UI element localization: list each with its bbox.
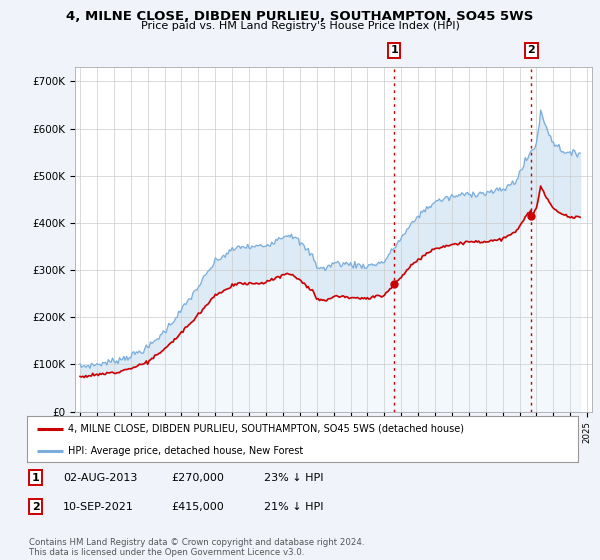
Text: 1: 1: [390, 45, 398, 55]
Text: 1: 1: [32, 473, 40, 483]
Text: 02-AUG-2013: 02-AUG-2013: [63, 473, 137, 483]
Text: 2: 2: [32, 502, 40, 512]
Text: 23% ↓ HPI: 23% ↓ HPI: [264, 473, 323, 483]
Text: £415,000: £415,000: [171, 502, 224, 512]
Text: 21% ↓ HPI: 21% ↓ HPI: [264, 502, 323, 512]
Text: 2: 2: [527, 45, 535, 55]
Text: 4, MILNE CLOSE, DIBDEN PURLIEU, SOUTHAMPTON, SO45 5WS: 4, MILNE CLOSE, DIBDEN PURLIEU, SOUTHAMP…: [67, 10, 533, 23]
Text: Price paid vs. HM Land Registry's House Price Index (HPI): Price paid vs. HM Land Registry's House …: [140, 21, 460, 31]
Text: HPI: Average price, detached house, New Forest: HPI: Average price, detached house, New …: [68, 446, 304, 455]
Text: £270,000: £270,000: [171, 473, 224, 483]
Text: 4, MILNE CLOSE, DIBDEN PURLIEU, SOUTHAMPTON, SO45 5WS (detached house): 4, MILNE CLOSE, DIBDEN PURLIEU, SOUTHAMP…: [68, 424, 464, 434]
Text: 10-SEP-2021: 10-SEP-2021: [63, 502, 134, 512]
Text: Contains HM Land Registry data © Crown copyright and database right 2024.
This d: Contains HM Land Registry data © Crown c…: [29, 538, 364, 557]
